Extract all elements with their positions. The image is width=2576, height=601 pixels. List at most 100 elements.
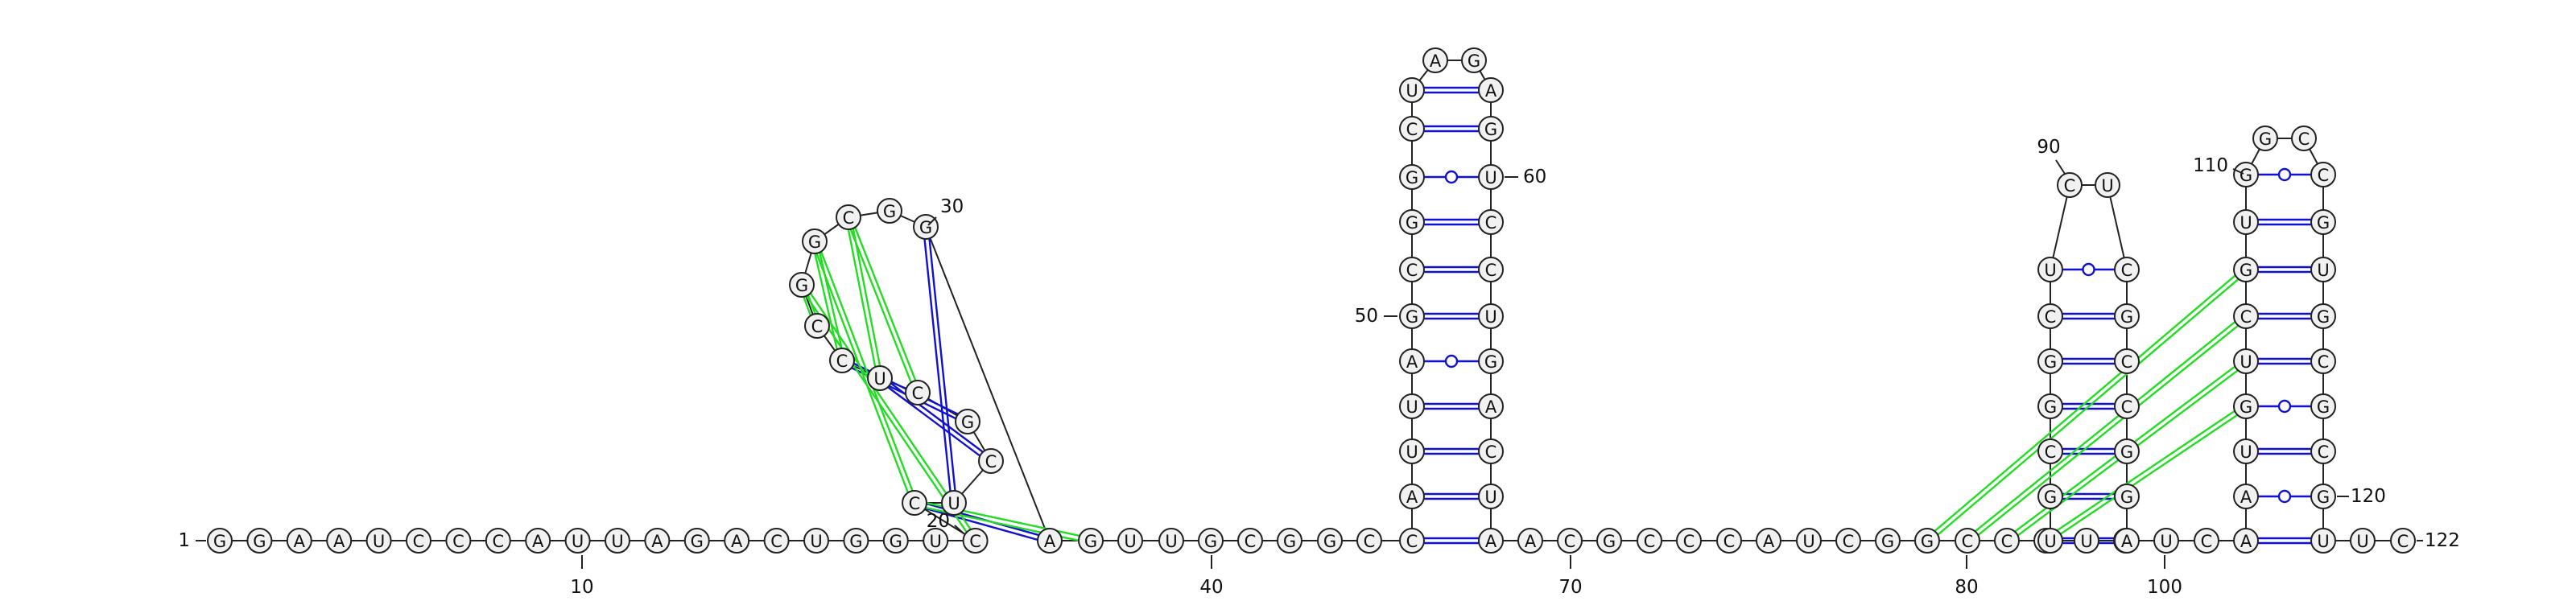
nucleotide-circle <box>867 365 893 391</box>
nucleotide-letter: U <box>572 532 584 551</box>
nucleotide: A <box>1478 77 1504 103</box>
nucleotide: G <box>2310 484 2336 509</box>
nucleotide-letter: U <box>2240 352 2252 372</box>
nucleotide: U <box>1158 528 1184 554</box>
nucleotide-circle <box>1399 116 1425 142</box>
nucleotide-circle <box>683 528 710 554</box>
nucleotide-letter: C <box>2001 532 2013 551</box>
nucleotide-circle <box>2310 528 2336 554</box>
nucleotide-letter: A <box>731 532 743 551</box>
nucleotide: C <box>1399 116 1425 142</box>
nucleotide-letter: U <box>1802 532 1814 551</box>
nucleotide-circle <box>1117 528 1143 554</box>
nucleotide-circle <box>406 528 431 554</box>
canonical-pair-line <box>923 239 952 492</box>
nucleotide-letter: G <box>2317 488 2330 507</box>
nucleotide: G <box>207 528 233 554</box>
position-label-70: 70 <box>1558 555 1583 598</box>
nucleotide: G <box>2037 348 2063 374</box>
nucleotide-letter: A <box>1044 532 1056 551</box>
nucleotide-letter: C <box>1406 532 1418 551</box>
backbone <box>220 60 2403 541</box>
wobble-pair-marker <box>2277 399 2292 414</box>
wobble-pair-marker <box>1444 170 1459 184</box>
nucleotide-circle <box>2095 172 2120 198</box>
nucleotide: G <box>2114 303 2140 329</box>
nucleotide-circle <box>2350 528 2376 554</box>
position-label-80: 80 <box>1955 555 1979 598</box>
nucleotide-letter: C <box>2318 166 2330 185</box>
nucleotide: U <box>2310 528 2336 554</box>
nucleotide: C <box>1557 528 1583 554</box>
nucleotide-circle <box>2252 126 2278 151</box>
nucleotide-circle <box>2291 126 2317 151</box>
nucleotide-circle <box>1037 528 1063 554</box>
nucleotide-circle <box>2114 257 2140 282</box>
nucleotide-letter: C <box>1485 213 1497 233</box>
nucleotide: G <box>1078 528 1104 554</box>
nucleotide-letter: U <box>611 532 623 551</box>
nucleotide-letter: C <box>1843 532 1855 551</box>
position-label-60: 60 <box>1505 167 1546 187</box>
position-label-90: 90 <box>2037 137 2066 175</box>
nucleotide: U <box>2074 528 2099 554</box>
wobble-pair-marker <box>2277 167 2292 182</box>
nucleotide: C <box>962 528 989 554</box>
position-label-100: 100 <box>2147 555 2182 598</box>
position-number: 20 <box>927 511 950 532</box>
position-number: 60 <box>1523 167 1546 187</box>
nucleotide: U <box>923 528 949 554</box>
nucleotide-circle <box>525 528 551 554</box>
nucleotide-letter: C <box>969 532 981 551</box>
nucleotide: C <box>2114 257 2140 282</box>
nucleotide: U <box>2037 528 2063 554</box>
nucleotide-letter: C <box>909 494 921 513</box>
nucleotide-circle <box>2233 438 2259 464</box>
nucleotide: A <box>1422 47 1448 73</box>
nucleotide-circle <box>1422 47 1448 73</box>
nucleotide-letter: G <box>1323 532 1336 551</box>
pseudoknot-line <box>2047 407 2248 544</box>
nucleotide: C <box>1716 528 1742 554</box>
nucleotide-circle <box>1461 47 1487 73</box>
nucleotide-letter: G <box>2240 397 2252 417</box>
nucleotide: G <box>683 528 710 554</box>
nucleotide-letter: U <box>2356 532 2368 551</box>
nucleotide-letter: G <box>2317 213 2330 233</box>
pseudoknot-line <box>1928 270 2248 544</box>
nucleotide-circle <box>1517 528 1543 554</box>
nucleotide-letter: C <box>1485 261 1497 280</box>
nucleotide: C <box>1399 257 1425 282</box>
nucleotide-letter: U <box>1124 532 1136 551</box>
nucleotide: U <box>365 528 392 554</box>
pseudoknot-line <box>1925 266 2245 540</box>
nucleotide-circle <box>1399 164 1425 190</box>
position-tick <box>927 216 937 226</box>
nucleotide-letter: A <box>333 532 345 551</box>
nucleotide: G <box>802 228 828 254</box>
nucleotide: A <box>1478 393 1504 419</box>
nucleotide-circle <box>2114 528 2140 554</box>
pseudoknot-line <box>815 241 846 360</box>
nucleotide-letter: A <box>651 532 663 551</box>
nucleotide-circle <box>923 528 949 554</box>
nucleotide: C <box>1478 257 1504 282</box>
nucleotide-letter: C <box>492 532 504 551</box>
nucleotide-letter: G <box>1084 532 1097 551</box>
nucleotide-letter: U <box>2044 532 2056 551</box>
nucleotide-circle <box>902 490 927 516</box>
nucleotide-circle <box>1478 257 1504 282</box>
position-number: 70 <box>1558 577 1582 598</box>
nucleotide-letter: C <box>843 208 855 228</box>
nucleotide: G <box>877 198 902 224</box>
nucleotide: C <box>2037 438 2063 464</box>
nucleotide: U <box>2310 257 2336 282</box>
nucleotide-circle <box>803 528 829 554</box>
nucleotide: U <box>1478 484 1504 509</box>
nucleotide-circle <box>2037 438 2063 464</box>
nucleotide-letter: C <box>2240 307 2252 327</box>
nucleotide-letter: C <box>2298 130 2310 149</box>
nucleotide-circle <box>763 528 790 554</box>
nucleotide: U <box>1796 528 1822 554</box>
nucleotide-circle <box>1596 528 1622 554</box>
